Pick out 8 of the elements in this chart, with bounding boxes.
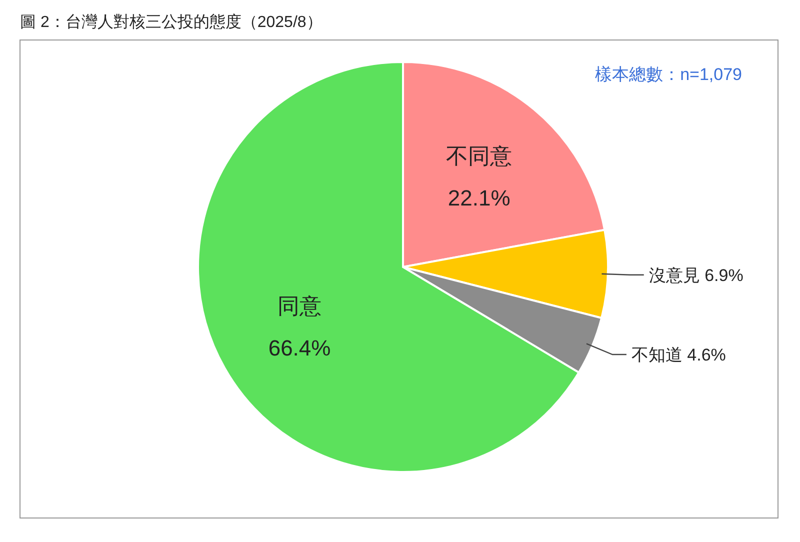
slice-label: 沒意見 6.9% xyxy=(648,266,744,285)
slice-label: 不知道 4.6% xyxy=(631,346,726,365)
slice-label: 不同意 xyxy=(446,144,512,169)
text: 樣本總數：n=1,079 xyxy=(595,65,742,84)
data-label: 22.1% xyxy=(448,186,510,211)
chart-title: 圖 2：台灣人對核三公投的態度（2025/8） xyxy=(20,13,322,31)
data-label: 66.4% xyxy=(268,336,331,361)
slice-label: 同意 xyxy=(278,294,322,319)
